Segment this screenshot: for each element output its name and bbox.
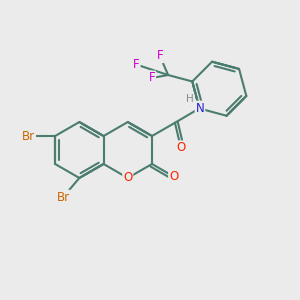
Text: O: O [169,170,178,183]
Text: Br: Br [57,190,70,204]
Text: F: F [157,49,163,62]
Text: H: H [186,94,194,104]
Text: O: O [176,141,185,154]
Text: F: F [148,71,155,85]
Text: Br: Br [22,130,35,142]
Text: O: O [123,172,132,184]
Text: F: F [133,58,140,71]
Text: N: N [196,101,204,115]
